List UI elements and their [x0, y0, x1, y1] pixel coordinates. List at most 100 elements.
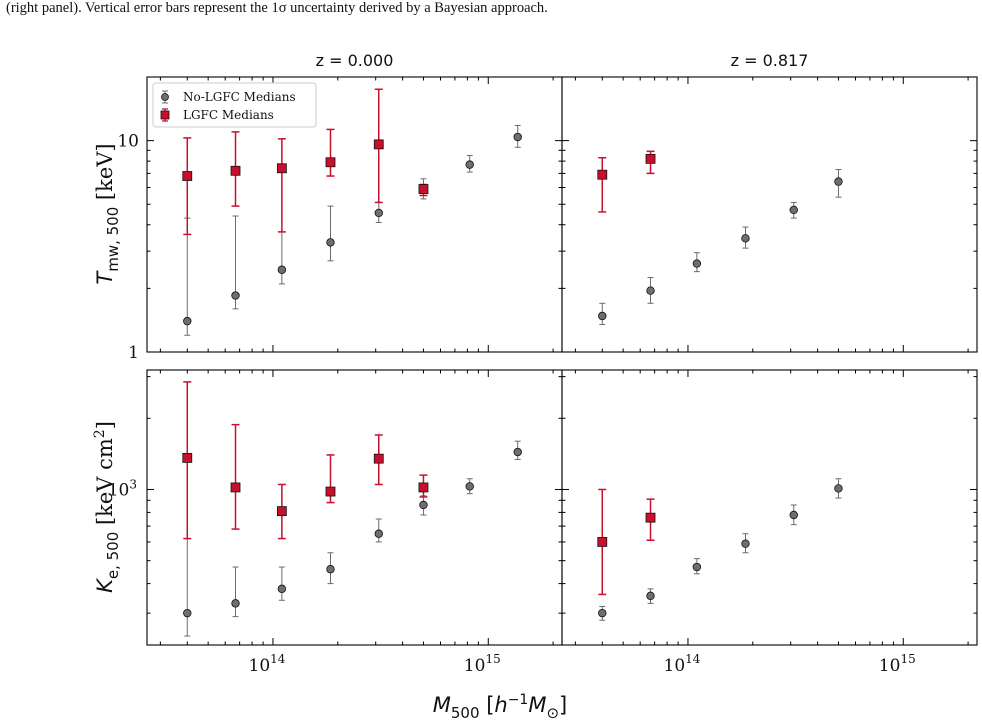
data-point-circle [231, 599, 240, 608]
series-no-lgfc [183, 124, 522, 336]
x-tick-label: 1014 [249, 652, 286, 676]
x-tick-label: 1014 [664, 652, 701, 676]
data-point-circle [692, 259, 702, 268]
x-label-unit-subscript: ⊙ [546, 704, 559, 722]
panel-frame [561, 369, 978, 646]
y-axis-label-text: Tmw, 500 [keV] [93, 143, 122, 284]
y-label-symbol: T [93, 270, 117, 285]
data-point-circle [598, 311, 607, 321]
data-point-circle [374, 208, 383, 218]
panel-title: z = 0.000 [316, 51, 394, 70]
y-label-unit: [keV cm [93, 438, 117, 532]
y-tick-label: 10 [117, 132, 139, 152]
data-point-circle [513, 132, 522, 142]
data-point-square [230, 482, 241, 493]
data-point-square [276, 506, 287, 517]
data-point-square [182, 171, 193, 181]
panel-frame [561, 76, 978, 353]
y-tick-label-exponent: 3 [129, 477, 137, 491]
data-point-square [373, 453, 384, 464]
x-label-subscript: 500 [451, 704, 480, 722]
panel-top-left: 1 10 z = 0.000 No-LGFC Medians LGFC Medians [117, 51, 563, 363]
data-point-circle [277, 584, 287, 594]
data-point-circle [183, 608, 192, 618]
y-axis-label-entropy: Ke, 500 [keV cm2] [92, 421, 122, 593]
data-point-circle [326, 565, 335, 574]
data-point-square [373, 139, 384, 150]
panel-title: z = 0.817 [731, 51, 809, 70]
y-label-subscript: e, 500 [104, 532, 122, 579]
panel-bottom-right: 1014 1015 [561, 369, 978, 676]
series-no-lgfc [598, 478, 843, 621]
panel-top-right: z = 0.817 [561, 51, 978, 353]
figure-caption-text: (right panel). Vertical error bars repre… [6, 0, 548, 16]
y-label-symbol: K [93, 577, 117, 593]
data-point-square [645, 153, 656, 164]
data-point-circle [741, 234, 750, 243]
legend-label: LGFC Medians [183, 108, 274, 122]
data-point-circle [326, 238, 335, 247]
data-point-circle [834, 177, 843, 186]
x-label-symbol: M [433, 693, 451, 717]
series-lgfc [182, 381, 429, 540]
x-tick-label-exponent: 15 [485, 652, 500, 666]
legend: No-LGFC Medians LGFC Medians [152, 82, 317, 128]
x-label-unit: [ [480, 693, 495, 717]
y-label-subscript: mw, 500 [104, 207, 122, 272]
legend-marker-square [160, 110, 170, 120]
x-label-unit: h [494, 693, 507, 717]
x-tick-label: 1015 [464, 652, 501, 676]
figure-caption: (right panel). Vertical error bars repre… [6, 0, 976, 17]
x-tick-label-exponent: 14 [685, 652, 701, 666]
data-point-circle [513, 447, 522, 457]
data-point-square [597, 537, 608, 547]
data-point-circle [183, 316, 192, 326]
data-point-circle [741, 539, 750, 548]
data-point-square [645, 512, 656, 523]
legend-box [152, 82, 317, 128]
data-point-square [182, 452, 193, 463]
data-point-square [276, 163, 287, 174]
data-point-square [325, 157, 336, 168]
data-point-circle [374, 529, 383, 538]
data-point-square [597, 169, 608, 180]
y-label-unit: ] [93, 421, 117, 429]
x-label-unit-exponent: −1 [508, 692, 529, 708]
data-point-circle [277, 265, 287, 274]
y-tick-label: 1 [128, 343, 139, 363]
data-point-square [325, 486, 336, 497]
panel-frame [146, 369, 563, 646]
series-no-lgfc [183, 440, 522, 637]
data-point-circle [646, 591, 655, 601]
x-tick-label: 1015 [879, 652, 916, 676]
data-point-circle [834, 484, 843, 493]
y-label-unit: [keV] [93, 143, 117, 206]
data-point-circle [465, 160, 474, 169]
data-point-square [418, 482, 429, 493]
series-no-lgfc [598, 169, 843, 325]
y-axis-label-temperature: Tmw, 500 [keV] [93, 143, 122, 284]
data-point-circle [789, 510, 798, 520]
data-point-circle [692, 562, 702, 572]
x-label-unit: ] [559, 693, 567, 717]
series-lgfc [182, 88, 429, 236]
x-tick-label-exponent: 14 [270, 652, 286, 666]
data-point-circle [646, 286, 655, 295]
data-point-square [230, 165, 241, 176]
y-label-unit-exponent: 2 [92, 429, 108, 438]
x-label-unit: M [528, 693, 546, 717]
series-lgfc [597, 150, 656, 213]
x-axis-label: M500 [h−1M⊙] [433, 692, 568, 722]
data-point-circle [789, 205, 798, 215]
legend-label: No-LGFC Medians [183, 90, 296, 104]
series-lgfc [597, 488, 656, 596]
data-point-square [418, 184, 429, 194]
legend-marker-circle [161, 93, 169, 101]
data-point-circle [231, 291, 240, 300]
data-point-circle [419, 500, 428, 510]
y-axis-label-text: Ke, 500 [keV cm2] [92, 421, 122, 593]
data-point-circle [465, 482, 474, 491]
x-tick-label-exponent: 15 [900, 652, 915, 666]
